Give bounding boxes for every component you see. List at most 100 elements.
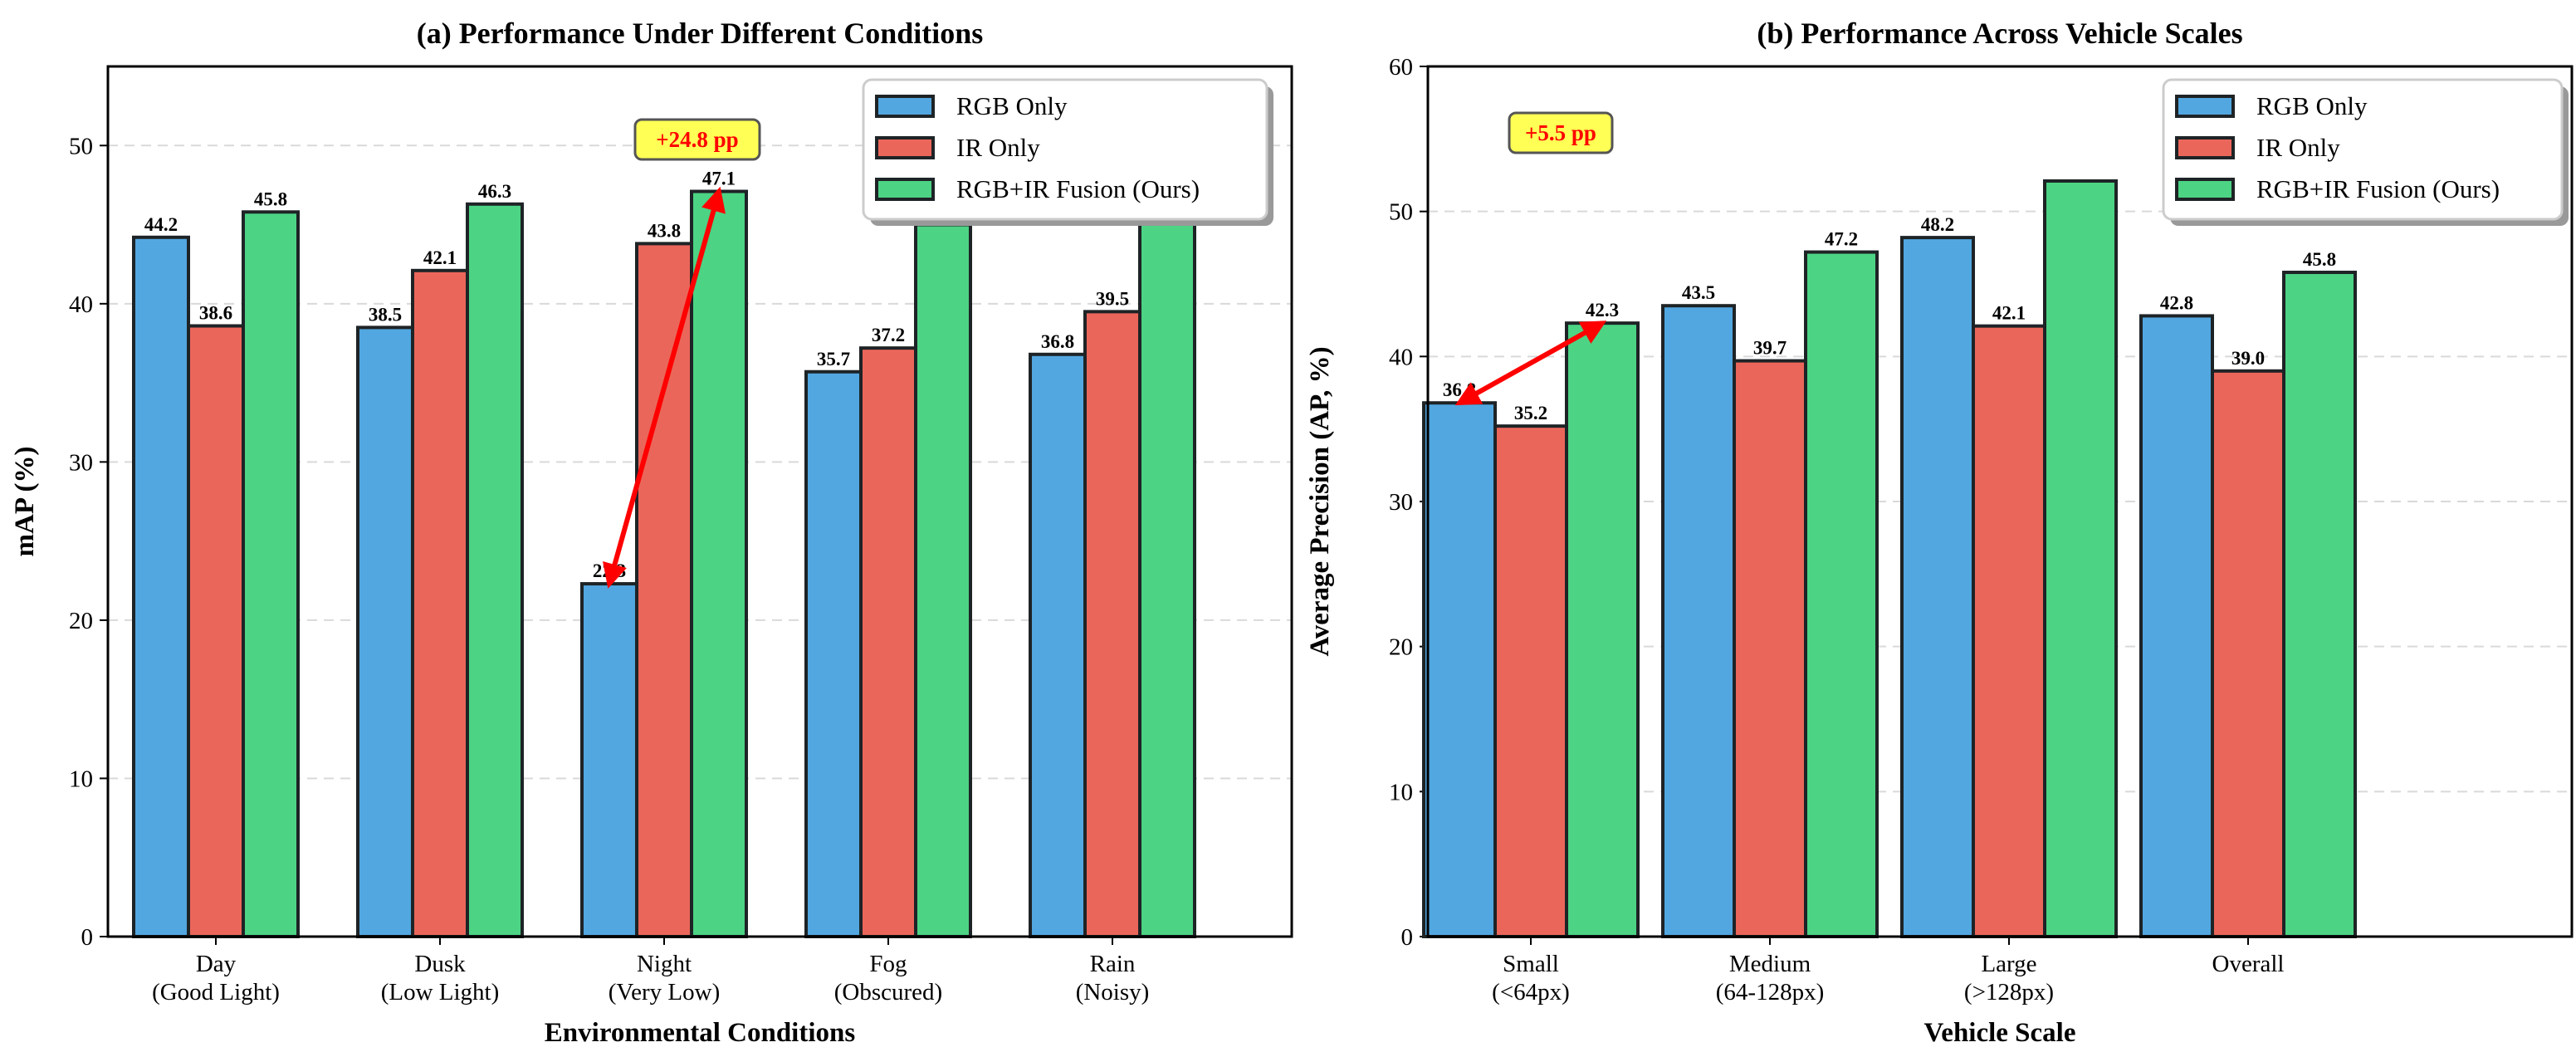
legend: RGB Only IR Only RGB+IR Fusion (Ours) [2162, 78, 2569, 226]
bar [1422, 401, 1497, 938]
x-tick-label: (Noisy) [1076, 979, 1150, 1006]
improvement-arrow [603, 186, 726, 589]
y-axis-label: mAP (%) [10, 447, 40, 557]
data-label: 39.0 [2231, 348, 2265, 369]
annotation-box [633, 118, 761, 161]
x-axis-label: Vehicle Scale [1924, 1018, 2076, 1048]
y-tick-label: 20 [1389, 634, 1413, 661]
axes-frame [106, 65, 1293, 938]
bar [1661, 304, 1736, 938]
bar [2282, 271, 2357, 938]
bar [356, 325, 414, 938]
x-tick-label: (Obscured) [834, 979, 942, 1006]
x-tick-label: Dusk [414, 951, 466, 977]
axes-frame [1426, 65, 2574, 938]
data-label: 42.1 [1992, 303, 2026, 324]
bar [1565, 321, 1640, 939]
legend-label: RGB+IR Fusion (Ours) [956, 174, 1200, 203]
x-tick-label: Large [1981, 951, 2036, 977]
x-axis-label: Environmental Conditions [545, 1018, 856, 1048]
annotation-box [1508, 111, 1614, 154]
x-tick-label: (Good Light) [152, 979, 280, 1006]
data-label: 39.5 [1096, 288, 1129, 309]
data-label: 42.1 [423, 247, 457, 268]
data-label: 38.6 [199, 302, 232, 323]
bar [1029, 352, 1087, 938]
data-label: 43.5 [1682, 282, 1715, 303]
chart-a: 0102030405044.238.522.335.736.838.642.14… [10, 17, 1293, 1048]
data-label: 36.8 [1041, 331, 1074, 352]
legend-swatch [2175, 95, 2235, 118]
x-tick-label: (Very Low) [609, 979, 720, 1006]
data-label: 48.2 [1921, 214, 1954, 235]
data-label: 39.7 [1753, 338, 1787, 359]
bar [1900, 236, 1975, 938]
data-label: 45.8 [2303, 249, 2336, 270]
y-tick-label: 0 [1401, 924, 1414, 951]
y-tick-label: 30 [69, 449, 93, 476]
data-label: 43.8 [648, 220, 681, 241]
y-tick-label: 60 [1389, 54, 1413, 81]
x-tick-label: (>128px) [1964, 979, 2054, 1006]
bar [1733, 359, 1807, 939]
data-label: 45.8 [254, 188, 287, 209]
legend-label: RGB Only [2256, 91, 2368, 120]
data-label: 42.8 [2160, 292, 2193, 313]
y-tick-label: 50 [69, 133, 93, 159]
bar [1083, 310, 1141, 938]
bar [635, 242, 693, 939]
bar [804, 369, 863, 938]
legend-swatch [875, 178, 935, 201]
y-tick-label: 10 [1389, 779, 1413, 805]
bar [859, 346, 917, 938]
legend-box [2162, 78, 2564, 221]
bar [242, 210, 300, 938]
bar [1493, 424, 1568, 938]
data-label: 38.5 [369, 304, 402, 325]
x-tick-label: Fog [869, 951, 907, 977]
data-label: 42.3 [1586, 300, 1619, 320]
bar [411, 268, 469, 938]
chart-title: (b) Performance Across Vehicle Scales [1757, 17, 2242, 50]
annotation-text: +24.8 pp [656, 127, 738, 152]
bar [466, 202, 524, 939]
data-label: 47.1 [702, 169, 736, 189]
legend-swatch [875, 136, 935, 159]
y-tick-label: 50 [1389, 199, 1413, 226]
bar [2139, 314, 2214, 938]
bar [2043, 179, 2118, 938]
y-tick-label: 20 [69, 608, 93, 634]
legend-label: IR Only [2256, 133, 2340, 162]
y-axis-label: Average Precision (AP, %) [1305, 346, 1335, 656]
bar [1972, 324, 2046, 938]
bar [132, 235, 190, 939]
legend-label: RGB+IR Fusion (Ours) [2256, 174, 2500, 203]
y-tick-label: 40 [69, 291, 93, 318]
data-label: 35.7 [817, 349, 850, 369]
legend-swatch [2175, 178, 2235, 201]
data-label: 46.3 [478, 181, 511, 202]
x-tick-label: (64-128px) [1716, 979, 1824, 1006]
y-tick-label: 40 [1389, 344, 1413, 370]
bar [187, 324, 245, 938]
bar [914, 223, 972, 938]
x-tick-label: (Low Light) [381, 979, 500, 1006]
y-tick-label: 10 [69, 766, 93, 792]
bar [2211, 369, 2285, 938]
x-tick-label: Night [637, 951, 692, 977]
y-tick-label: 30 [1389, 489, 1413, 516]
y-tick-label: 0 [81, 924, 94, 951]
legend-swatch [2175, 136, 2235, 159]
legend-swatch [875, 95, 935, 118]
data-label: 37.2 [872, 325, 905, 345]
chart-title: (a) Performance Under Different Conditio… [417, 17, 984, 50]
bar [580, 582, 638, 938]
data-label: 47.2 [1825, 229, 1858, 250]
bar [1138, 219, 1196, 938]
bar [690, 189, 748, 939]
x-tick-label: Overall [2212, 951, 2285, 977]
legend-box [862, 78, 1268, 221]
bar [1804, 250, 1879, 939]
x-tick-label: Medium [1729, 951, 1811, 977]
